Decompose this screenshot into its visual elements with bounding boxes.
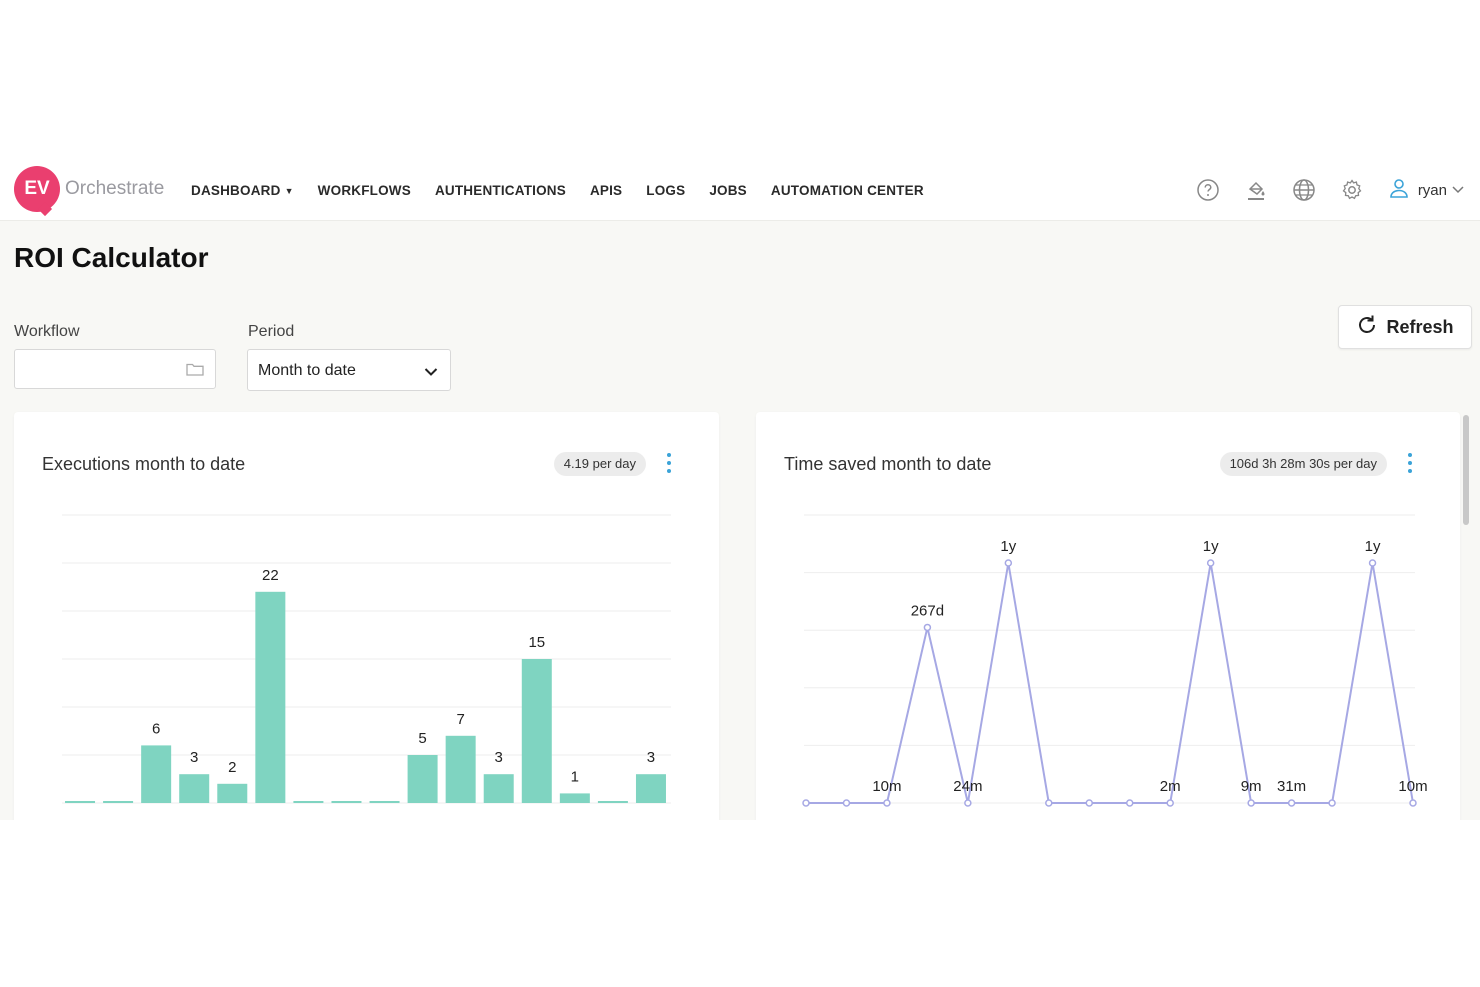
bar[interactable] — [103, 801, 134, 803]
page-scrollbar[interactable] — [1463, 415, 1469, 525]
nav-logs[interactable]: LOGS — [646, 182, 686, 198]
bar[interactable] — [217, 783, 248, 803]
nav-dashboard[interactable]: DASHBOARD ▼ — [191, 182, 294, 198]
line-point[interactable] — [1166, 799, 1174, 807]
nav-workflows[interactable]: WORKFLOWS — [317, 182, 411, 198]
line-point[interactable] — [1409, 799, 1417, 807]
bar[interactable] — [179, 774, 210, 803]
workflow-label: Workflow — [14, 323, 80, 340]
bar-value-label: 15 — [528, 634, 545, 651]
bar[interactable] — [331, 801, 362, 803]
logo-name: Orchestrate — [65, 178, 165, 199]
bar[interactable] — [141, 745, 172, 803]
line-point[interactable] — [802, 799, 810, 807]
bar[interactable] — [597, 801, 628, 803]
point-value-label: 24m — [953, 778, 982, 795]
time-saved-title: Time saved month to date — [784, 454, 992, 474]
period-value: Month to date — [258, 362, 356, 379]
help-icon[interactable] — [1196, 178, 1220, 202]
point-value-label: 31m — [1277, 778, 1306, 795]
bar-value-label: 3 — [495, 749, 503, 766]
user-name: ryan — [1417, 181, 1447, 199]
line-point[interactable] — [1328, 799, 1336, 807]
point-value-label: 1y — [1203, 538, 1219, 555]
line-point[interactable] — [923, 623, 932, 632]
bar[interactable] — [559, 793, 590, 803]
point-value-label: 1y — [1365, 538, 1381, 555]
period-label: Period — [248, 323, 295, 340]
caret-down-icon: ▼ — [284, 185, 294, 196]
point-value-label: 10m — [872, 778, 901, 795]
point-value-label: 1y — [1000, 538, 1016, 555]
time-saved-more-icon[interactable] — [1405, 452, 1415, 476]
user-menu[interactable]: ryan — [1388, 177, 1464, 204]
time-saved-line-chart: 10m 267d 24m 1y 2m 1y 9m 31m 1y 10m — [802, 514, 1428, 807]
nav-automation-center[interactable]: AUTOMATION CENTER — [770, 182, 924, 198]
bar[interactable] — [521, 659, 552, 803]
time-saved-series-line — [806, 562, 1414, 805]
bar[interactable] — [369, 801, 400, 803]
nav-apis[interactable]: APIS — [589, 182, 623, 198]
line-point[interactable] — [1287, 799, 1296, 807]
time-saved-card: Time saved month to date 106d 3h 28m 30s… — [756, 412, 1460, 820]
bar-value-label: 3 — [647, 749, 655, 766]
line-point[interactable] — [1247, 799, 1255, 807]
refresh-label: Refresh — [1386, 316, 1454, 337]
page-title: ROI Calculator — [14, 242, 209, 273]
main-nav: DASHBOARD ▼ WORKFLOWS AUTHENTICATIONS API… — [191, 160, 948, 220]
line-point[interactable] — [842, 799, 851, 807]
line-point[interactable] — [1004, 559, 1013, 567]
line-point[interactable] — [1368, 559, 1377, 567]
point-value-label: 9m — [1241, 778, 1262, 795]
bar-value-label: 3 — [190, 749, 198, 766]
paint-bucket-icon[interactable] — [1244, 178, 1268, 202]
refresh-icon — [1356, 314, 1378, 341]
logo-badge: EV — [14, 166, 60, 212]
bar[interactable] — [255, 591, 286, 803]
bar-value-label: 1 — [571, 768, 579, 785]
bar[interactable] — [635, 774, 666, 803]
line-point[interactable] — [964, 799, 972, 807]
executions-card: Executions month to date 4.19 per day 6 3… — [14, 412, 719, 820]
bar[interactable] — [293, 801, 324, 803]
point-value-label: 267d — [911, 602, 944, 619]
executions-title: Executions month to date — [42, 454, 246, 474]
bar[interactable] — [407, 755, 438, 803]
period-select[interactable]: Month to date — [247, 349, 451, 391]
bar-value-label: 5 — [418, 730, 426, 747]
point-value-label: 10m — [1398, 778, 1427, 795]
bar-value-label: 6 — [152, 720, 160, 737]
line-point[interactable] — [883, 799, 891, 807]
bar[interactable] — [445, 735, 476, 803]
nav-actions: ryan — [1172, 160, 1464, 220]
point-value-label: 2m — [1160, 778, 1181, 795]
bar-value-label: 7 — [456, 711, 464, 728]
line-point[interactable] — [1125, 799, 1134, 807]
workflow-field[interactable] — [14, 349, 216, 389]
nav-jobs[interactable]: JOBS — [709, 182, 747, 198]
user-icon — [1388, 177, 1410, 204]
chevron-down-icon — [1452, 181, 1464, 199]
app-frame: EV Orchestrate DASHBOARD ▼ WORKFLOWS AUTH… — [0, 160, 1480, 820]
chevron-down-icon — [424, 364, 438, 382]
bar[interactable] — [65, 801, 96, 803]
folder-icon[interactable] — [186, 362, 204, 381]
line-point[interactable] — [1206, 559, 1215, 567]
executions-rate-badge: 4.19 per day — [553, 452, 646, 476]
refresh-button[interactable]: Refresh — [1338, 305, 1472, 349]
logo[interactable]: EV Orchestrate — [14, 166, 164, 212]
bar-value-label: 22 — [262, 567, 279, 584]
line-point[interactable] — [1085, 799, 1094, 807]
executions-more-icon[interactable] — [664, 452, 674, 476]
gear-icon[interactable] — [1340, 178, 1364, 202]
top-navbar: EV Orchestrate DASHBOARD ▼ WORKFLOWS AUTH… — [0, 160, 1480, 221]
bar-value-label: 2 — [228, 759, 236, 776]
globe-icon[interactable] — [1292, 178, 1316, 202]
time-saved-rate-badge: 106d 3h 28m 30s per day — [1219, 452, 1387, 476]
bar[interactable] — [483, 774, 514, 803]
workflow-input[interactable] — [23, 350, 187, 388]
line-point[interactable] — [1045, 799, 1053, 807]
nav-authentications[interactable]: AUTHENTICATIONS — [434, 182, 566, 198]
